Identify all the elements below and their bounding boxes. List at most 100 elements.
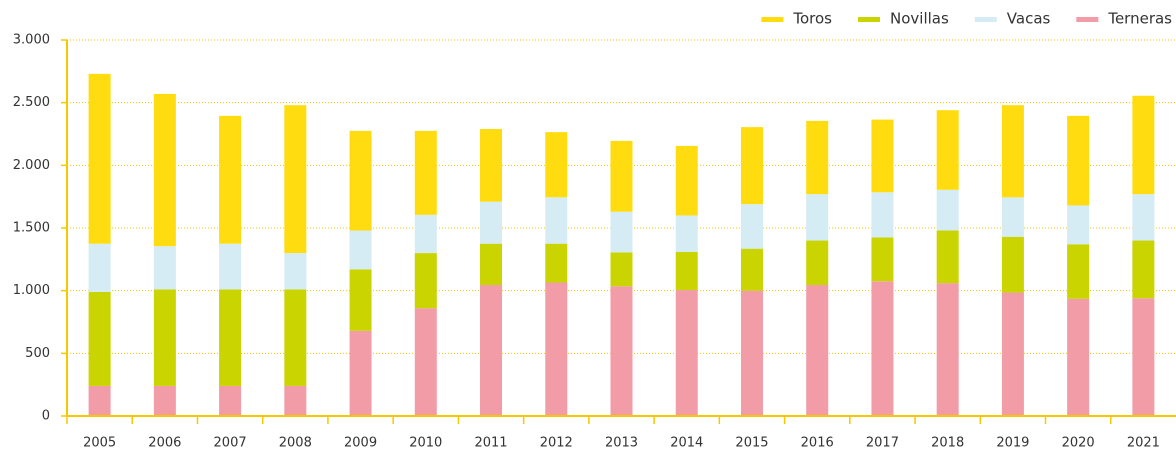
bar-segment — [610, 140, 633, 212]
x-tick-label: 2014 — [670, 436, 703, 451]
bar-segment — [414, 130, 437, 215]
bar-segment — [480, 201, 503, 244]
bar-segment — [349, 330, 372, 416]
x-tick-label: 2016 — [801, 436, 834, 451]
bar-segment — [1001, 292, 1024, 416]
x-tick-label: 2008 — [279, 436, 312, 451]
bar-segment — [88, 243, 111, 292]
bar-segment — [480, 128, 503, 202]
bar-segment — [936, 110, 959, 190]
bar-segment — [349, 230, 372, 270]
y-tick-label: 0 — [42, 409, 50, 424]
legend-label: Terneras — [1107, 10, 1172, 28]
bar-segment — [1001, 236, 1024, 293]
bar-segment — [219, 115, 242, 244]
legend-label: Novillas — [890, 10, 949, 28]
bar-segment — [219, 385, 242, 416]
bar-segment — [284, 253, 307, 290]
bar-segment — [1132, 240, 1155, 299]
bar-segment — [88, 291, 111, 386]
bar-segment — [806, 240, 829, 286]
legend-marker — [761, 17, 784, 22]
bar-segment — [349, 130, 372, 231]
bar-segment — [153, 246, 176, 290]
bar-segment — [936, 230, 959, 284]
bar-segment — [871, 281, 894, 416]
bar-segment — [871, 192, 894, 238]
legend-label: Toros — [792, 10, 832, 28]
bar-segment — [1067, 244, 1090, 299]
x-tick-label: 2012 — [540, 436, 573, 451]
x-tick-label: 2021 — [1127, 436, 1160, 451]
x-tick-label: 2019 — [996, 436, 1029, 451]
bar-segment — [414, 308, 437, 416]
bar-segment — [1001, 197, 1024, 237]
y-tick-label: 1.000 — [13, 283, 50, 298]
bar-segment — [88, 73, 111, 244]
bar-segment — [610, 252, 633, 287]
legend-marker — [858, 17, 880, 22]
bar-segment — [675, 290, 698, 416]
bar-segment — [740, 248, 763, 291]
bar-segment — [545, 132, 568, 198]
bar-segment — [545, 243, 568, 283]
x-tick-label: 2015 — [735, 436, 768, 451]
bar-segment — [414, 253, 437, 309]
bar-segment — [610, 286, 633, 416]
x-tick-label: 2006 — [148, 436, 181, 451]
bar-segment — [871, 237, 894, 282]
x-tick-label: 2010 — [409, 436, 442, 451]
legend-label: Vacas — [1007, 10, 1051, 28]
bar-segment — [153, 289, 176, 386]
bar-segment — [480, 285, 503, 416]
bar-segment — [675, 251, 698, 291]
bar-segment — [675, 145, 698, 216]
legend-marker — [1076, 17, 1099, 22]
bar-segment — [806, 285, 829, 416]
bar-segment — [349, 269, 372, 331]
bar-segment — [153, 93, 176, 247]
bar-segment — [1067, 115, 1090, 206]
x-tick-label: 2017 — [866, 436, 899, 451]
bar-segment — [675, 215, 698, 252]
x-tick-label: 2013 — [605, 436, 638, 451]
bar-segment — [153, 385, 176, 416]
bar-segment — [219, 289, 242, 386]
y-tick-label: 2.000 — [13, 158, 50, 173]
y-tick-label: 1.500 — [13, 221, 50, 236]
bar-segment — [871, 119, 894, 193]
bar-segment — [414, 214, 437, 254]
bar-segment — [610, 211, 633, 253]
bar-segment — [284, 385, 307, 416]
bar-segment — [545, 282, 568, 416]
x-tick-label: 2011 — [474, 436, 507, 451]
bar-segment — [1132, 298, 1155, 416]
bar-segment — [88, 385, 111, 416]
bar-segment — [284, 105, 307, 254]
bar-segment — [936, 189, 959, 231]
bar-segment — [806, 194, 829, 241]
bar-segment — [545, 197, 568, 244]
y-tick-label: 3.000 — [13, 33, 50, 48]
x-tick-label: 2018 — [931, 436, 964, 451]
bar-segment — [1132, 194, 1155, 241]
bar-segment — [740, 204, 763, 249]
bar-segment — [1067, 205, 1090, 245]
bar-segment — [1132, 95, 1155, 195]
bar-segment — [219, 243, 242, 290]
bar-segment — [806, 120, 829, 195]
y-tick-label: 2.500 — [13, 95, 50, 110]
legend-marker — [974, 17, 997, 22]
x-tick-label: 2009 — [344, 436, 377, 451]
x-tick-label: 2020 — [1062, 436, 1095, 451]
bar-segment — [740, 127, 763, 205]
x-tick-label: 2007 — [214, 436, 247, 451]
bar-segment — [480, 243, 503, 286]
bar-segment — [740, 290, 763, 416]
bar-segment — [1001, 105, 1024, 198]
bar-segment — [284, 289, 307, 386]
bar-segment — [936, 283, 959, 416]
bar-segment — [1067, 298, 1090, 416]
x-tick-label: 2005 — [83, 436, 116, 451]
